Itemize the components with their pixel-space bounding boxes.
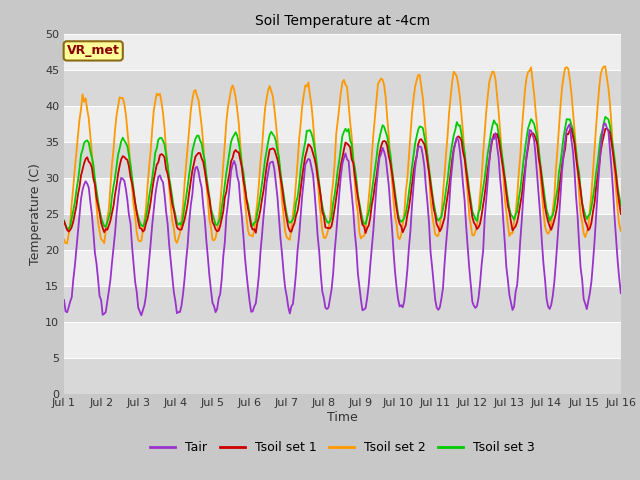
Legend: Tair, Tsoil set 1, Tsoil set 2, Tsoil set 3: Tair, Tsoil set 1, Tsoil set 2, Tsoil se… bbox=[145, 436, 540, 459]
Bar bbox=[64, 358, 621, 394]
Title: Soil Temperature at -4cm: Soil Temperature at -4cm bbox=[255, 14, 430, 28]
Y-axis label: Temperature (C): Temperature (C) bbox=[29, 163, 42, 264]
Bar bbox=[64, 70, 621, 106]
Bar bbox=[64, 250, 621, 286]
Text: VR_met: VR_met bbox=[67, 44, 120, 58]
Bar bbox=[64, 34, 621, 70]
Bar bbox=[64, 286, 621, 322]
Bar bbox=[64, 322, 621, 358]
Bar bbox=[64, 214, 621, 250]
Bar bbox=[64, 178, 621, 214]
Bar bbox=[64, 142, 621, 178]
X-axis label: Time: Time bbox=[327, 411, 358, 424]
Bar bbox=[64, 106, 621, 142]
